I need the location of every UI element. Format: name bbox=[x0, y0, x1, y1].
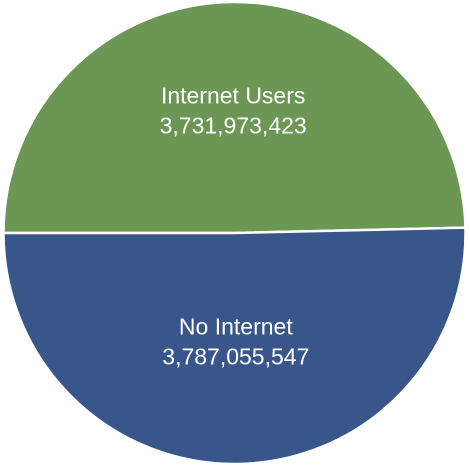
slice-value-label: 3,731,973,423 bbox=[160, 113, 307, 139]
pie-slice-no-internet bbox=[2, 226, 467, 466]
pie-labels: Internet Users 3,731,973,423 No Internet 3,… bbox=[160, 83, 310, 370]
slice-label: No Internet bbox=[179, 313, 293, 339]
slice-label: Internet Users bbox=[161, 83, 305, 109]
slice-value-label: 3,787,055,547 bbox=[162, 343, 309, 369]
pie-slice-internet-users bbox=[2, 0, 467, 235]
